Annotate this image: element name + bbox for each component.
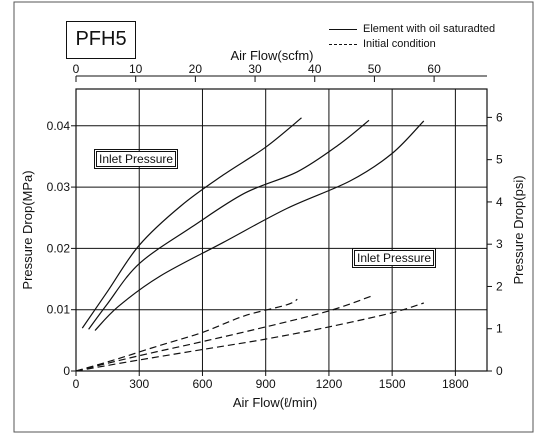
- x-tick-label: 1200: [316, 377, 343, 391]
- x-tick-label: 300: [129, 377, 149, 391]
- y2-tick-label: 6: [496, 110, 503, 124]
- series-line-saturated-1: [81, 117, 302, 329]
- series-line-initial-1: [75, 298, 298, 372]
- x2-tick-label: 0: [73, 62, 80, 76]
- y-tick-label: 0.04: [47, 119, 71, 133]
- annotation-inlet-pressure-2: Inlet Pressure: [351, 248, 437, 268]
- x2-tick-label: 30: [248, 62, 262, 76]
- x2-tick-label: 60: [427, 62, 441, 76]
- y2-tick-label: 4: [496, 195, 503, 209]
- x2-axis-label: Air Flow(scfm): [230, 48, 313, 63]
- y2-tick-label: 3: [496, 237, 503, 251]
- x-axis-label: Air Flow(ℓ/min): [233, 395, 317, 410]
- x-tick-label: 1500: [379, 377, 406, 391]
- x-tick-label: 600: [192, 377, 212, 391]
- y-tick-label: 0.02: [47, 241, 71, 255]
- legend-label-dashed: Initial condition: [363, 38, 436, 50]
- legend-label-solid: Element with oil saturadted: [363, 23, 496, 35]
- x2-tick-label: 10: [129, 62, 143, 76]
- legend-swatch-dashed: [329, 44, 357, 45]
- legend-swatch-solid: [329, 29, 357, 30]
- x2-axis-ticks: 0 10 20 30 40 50 60: [73, 62, 487, 82]
- y2-tick-label: 1: [496, 322, 503, 336]
- x2-tick-label: 50: [368, 62, 382, 76]
- series-line-saturated-3: [94, 120, 425, 331]
- x2-tick-label: 20: [189, 62, 203, 76]
- series-line-initial-2: [75, 295, 372, 372]
- plot-area: [75, 88, 488, 372]
- y2-tick-label: 0: [496, 364, 503, 378]
- y2-axis-ticks: 0 1 2 3 4 5 6: [487, 110, 503, 378]
- chart-title: PFH5: [66, 21, 136, 59]
- chart-frame: [13, 1, 534, 433]
- legend-item-dashed: Initial condition: [329, 37, 495, 52]
- y2-tick-label: 5: [496, 153, 503, 167]
- x-tick-label: 1800: [442, 377, 469, 391]
- grid: [76, 89, 487, 371]
- y-axis-label: Pressure Drop(MPa): [20, 170, 35, 289]
- series-line-initial-3: [75, 302, 424, 372]
- y-tick-label: 0.03: [47, 180, 71, 194]
- x-axis-ticks: 0 300 600 900 1200 1500 1800: [73, 371, 469, 391]
- legend-item-solid: Element with oil saturadted: [329, 22, 495, 37]
- y-axis-ticks: 0 0.01 0.02 0.03 0.04: [47, 119, 76, 378]
- x2-tick-label: 40: [308, 62, 322, 76]
- y-tick-label: 0.01: [47, 303, 71, 317]
- y-tick-label: 0: [63, 364, 70, 378]
- y2-tick-label: 2: [496, 279, 503, 293]
- legend: Element with oil saturadted Initial cond…: [329, 22, 495, 52]
- annotation-inlet-pressure-1: Inlet Pressure: [93, 149, 179, 169]
- series-line-saturated-2: [88, 119, 370, 330]
- series-group: [75, 117, 425, 372]
- x-tick-label: 0: [73, 377, 80, 391]
- y2-axis-label: Pressure Drop(psi): [511, 175, 526, 284]
- x-tick-label: 900: [256, 377, 276, 391]
